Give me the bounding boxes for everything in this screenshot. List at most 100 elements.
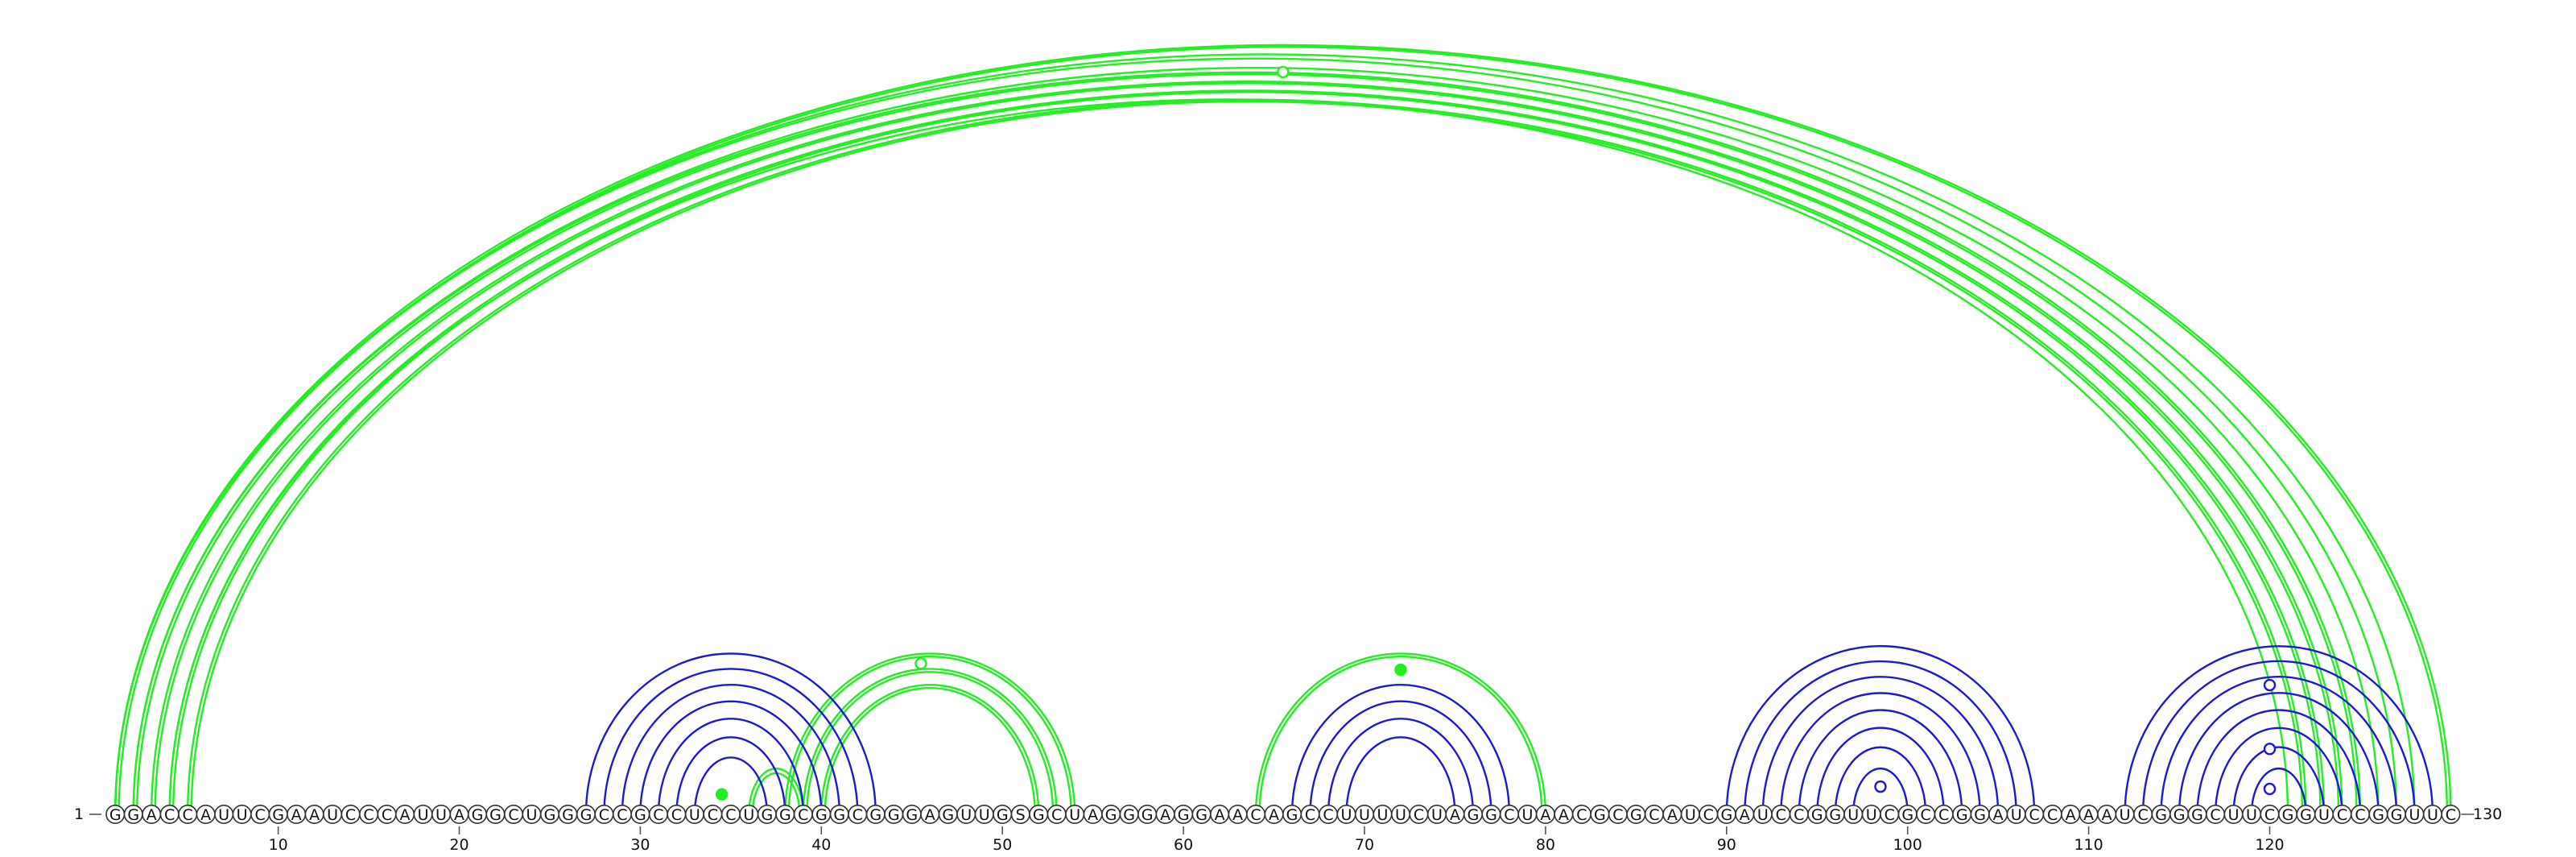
green-pair-arc [170,90,2324,814]
nucleotide-letter: U [418,806,429,824]
nucleotide-letter: A [400,806,411,824]
nucleotide-letter: G [2174,806,2186,824]
nucleotide-letter: C [725,806,736,824]
blue-pair-arc [584,652,877,815]
blue-pair-arc [2178,692,2380,815]
nucleotide-letter: C [2210,806,2220,824]
nucleotide-letter: U [2318,806,2330,824]
nucleotide-letter: G [779,806,791,824]
nucleotide-circle [2441,804,2461,824]
nucleotide-letter: C [254,806,265,824]
nucleotide-letter: A [1667,806,1678,824]
green-pair-arc [114,43,2452,815]
nucleotide-letter: A [1740,806,1750,824]
axis-tick-label: 10 [269,836,288,854]
nucleotide-letter: U [327,806,338,824]
nucleotide-letter: U [2120,806,2131,824]
axis-tick-label: 120 [2255,836,2284,854]
nucleotide-letter: A [200,806,211,824]
blue-pair-arc [657,718,805,815]
nucleotide-letter: U [436,806,447,824]
nucleotide-letter: G [562,806,574,824]
nucleotide-letter: U [526,806,538,824]
nucleotide-letter: G [906,806,918,824]
nucleotide-letter: C [164,806,175,824]
nucleotide-letter: C [183,806,193,824]
nucleotide-letter: G [544,806,556,824]
axis-tick-label: 60 [1174,836,1193,854]
green-pair-arc [1260,656,1542,814]
arc-marker [2263,743,2277,756]
nucleotide-letter: G [1485,806,1497,824]
nucleotide-letter: U [689,806,700,824]
green-pair-arc [192,101,2302,814]
nucleotide-letter: C [1250,806,1261,824]
nucleotide-letter: U [960,806,972,824]
nucleotide-letter: U [1757,806,1769,824]
axis-tick-label: 50 [993,836,1012,854]
blue-pair-arc [2196,709,2362,815]
green-pair-arc [155,83,2339,814]
green-pair-arc [787,656,1072,815]
axis-tick-label: 90 [1717,836,1736,854]
nucleotide-letter: C [708,806,718,824]
nucleotide-letter: G [1123,806,1135,824]
green-pair-arc [137,74,2356,814]
nucleotide-letter: G [2191,806,2203,824]
arc-marker [1394,663,1407,677]
blue-pair-arc [1852,768,1909,815]
nucleotide-letter: C [2355,806,2365,824]
nucleotide-letter: A [925,806,935,824]
nucleotide-letter: G [2300,806,2312,824]
nucleotide-letter: C [345,806,356,824]
nucleotide-letter: U [743,806,754,824]
blue-pair-arc [675,736,786,815]
nucleotide-letter: C [1938,806,1949,824]
green-pair-arc [784,652,1076,815]
green-pair-arc [1254,652,1547,815]
green-pair-arc [806,672,1055,815]
nucleotide-letter: U [1341,806,1352,824]
blue-pair-arc [1327,718,1475,815]
nucleotide-letter: C [363,806,374,824]
nucleotide-letter: G [1468,806,1480,824]
nucleotide-letter: C [1649,806,1659,824]
nucleotide-letter: G [109,806,122,824]
axis-tick-label: 20 [449,836,469,854]
nucleotide-letter: G [1286,806,1298,824]
blue-pair-arc [2160,675,2398,815]
nucleotide-letter: A [1215,806,1225,824]
green-pair-arc [114,52,2416,815]
nucleotide-letter: G [1178,806,1190,824]
nucleotide-letter: G [1720,806,1732,824]
nucleotide-letter: G [1195,806,1208,824]
green-pair-arc [119,47,2447,814]
nucleotide-letter: A [1160,806,1170,824]
nucleotide-letter: A [1993,806,2004,824]
sequence-end-label: 130 [2473,805,2502,823]
nucleotide-letter: U [2011,806,2022,824]
nucleotide-letter: G [1901,806,1913,824]
nucleotide-letter: U [2246,806,2257,824]
nucleotide-letter: A [1232,806,1243,824]
nucleotide-letter: G [888,806,900,824]
nucleotide-letter: U [2228,806,2240,824]
nucleotide-letter: G [472,806,484,824]
blue-pair-arc [693,756,769,815]
nucleotide-letter: U [1866,806,1877,824]
nucleotide-letter: G [1141,806,1154,824]
nucleotide-letter: U [1685,806,1696,824]
nucleotide-letter: A [1088,806,1098,824]
blue-pair-arc [1761,675,2000,815]
green-pair-arc [748,768,805,815]
nucleotide-letter: C [1885,806,1895,824]
nucleotide-letter: C [1414,806,1424,824]
nucleotide-letter: A [2066,806,2076,824]
nucleotide-letter: C [617,806,627,824]
blue-pair-arc [2141,660,2416,815]
arc-marker [2263,782,2277,796]
nucleotide-letter: A [1450,806,1460,824]
green-pair-arc [114,57,2398,815]
